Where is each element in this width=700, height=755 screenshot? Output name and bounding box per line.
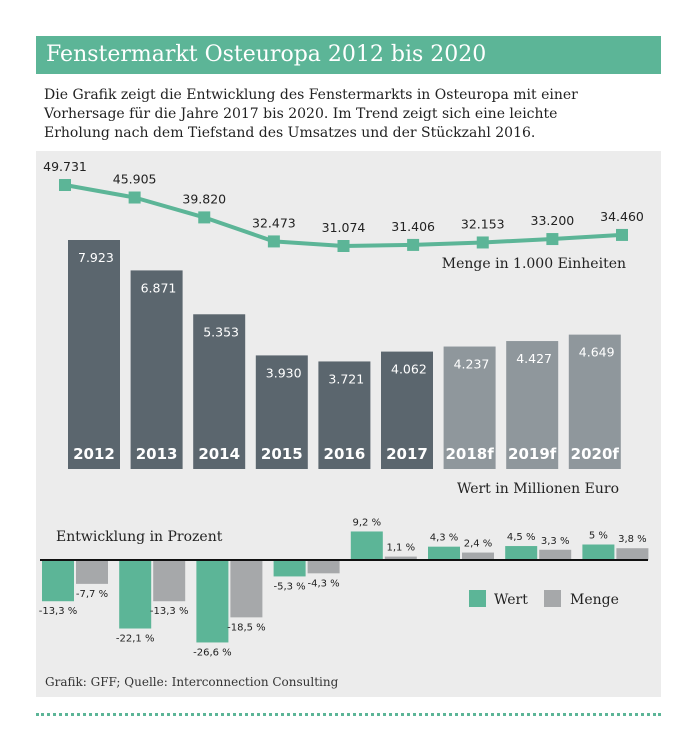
wert-percent-bar xyxy=(428,546,460,560)
wert-percent-bar xyxy=(582,544,615,560)
wert-percent-bar xyxy=(196,560,229,643)
value-bar xyxy=(68,240,120,469)
menge-percent-bar xyxy=(153,560,186,602)
line-point-marker xyxy=(407,238,420,251)
percent-value-label: 3,3 % xyxy=(541,536,570,547)
intro-line-2: Vorhersage für die Jahre 2017 bis 2020. … xyxy=(44,106,558,122)
line-value-label: 32.153 xyxy=(461,216,505,231)
legend-wert-label: Wert xyxy=(494,592,528,608)
bar-value-label: 4.237 xyxy=(454,357,490,372)
percent-value-label: 1,1 % xyxy=(387,543,416,554)
intro-text: Die Grafik zeigt die Entwicklung des Fen… xyxy=(44,86,644,143)
bar-year-label: 2020f xyxy=(571,445,620,463)
percent-value-label: 4,5 % xyxy=(507,532,536,543)
menge-percent-bar xyxy=(384,556,417,560)
legend-menge-label: Menge xyxy=(570,592,619,608)
value-bar xyxy=(506,341,559,469)
line-point-marker xyxy=(476,236,489,249)
percent-value-label: 2,4 % xyxy=(464,539,493,550)
bar-value-label: 5.353 xyxy=(203,324,239,339)
menge-percent-bar xyxy=(616,548,649,560)
line-point-marker xyxy=(198,211,211,224)
page-title: Fenstermarkt Osteuropa 2012 bis 2020 xyxy=(36,36,661,74)
menge-percent-bar xyxy=(230,560,263,618)
line-value-label: 39.820 xyxy=(182,191,226,206)
intro-line-1: Die Grafik zeigt die Entwicklung des Fen… xyxy=(44,87,578,103)
legend-wert-swatch xyxy=(469,590,486,607)
line-point-marker xyxy=(267,235,280,248)
percent-value-label: 5 % xyxy=(589,531,608,542)
wert-percent-bar xyxy=(505,546,538,560)
line-value-label: 45.905 xyxy=(113,172,157,187)
wert-percent-bar xyxy=(119,560,152,629)
menge-percent-bar xyxy=(462,552,494,560)
menge-percent-bar xyxy=(307,560,340,574)
bar-year-label: 2013 xyxy=(136,445,178,463)
value-bar xyxy=(255,355,308,469)
chart-canvas: 7.923 2012 6.871 2013 5.353 2014 3.930 2015 3.72… xyxy=(39,159,649,689)
line-point-marker xyxy=(546,233,559,246)
bar-value-label: 4.649 xyxy=(579,345,615,360)
bar-value-label: 3.721 xyxy=(328,371,364,386)
percent-value-label: -22,1 % xyxy=(116,634,155,645)
value-bar xyxy=(318,361,371,469)
line-value-label: 49.731 xyxy=(43,159,87,174)
percent-value-label: 4,3 % xyxy=(430,533,459,544)
wert-percent-bar xyxy=(273,560,306,577)
percent-value-label: -7,7 % xyxy=(76,589,108,600)
bar-year-label: 2012 xyxy=(73,445,115,463)
bar-value-label: 3.930 xyxy=(266,365,302,380)
percent-value-label: -4,3 % xyxy=(307,578,339,589)
percent-value-label: 9,2 % xyxy=(353,517,382,528)
line-value-label: 32.473 xyxy=(252,215,296,230)
bar-value-label: 4.427 xyxy=(516,351,552,366)
value-bar xyxy=(381,351,433,469)
menge-percent-bar xyxy=(76,560,108,584)
wert-percent-bar xyxy=(350,531,383,560)
percent-value-label: -26,6 % xyxy=(193,647,232,658)
line-value-label: 31.074 xyxy=(322,220,366,235)
value-bar xyxy=(130,270,183,469)
bar-year-label: 2019f xyxy=(508,445,557,463)
bar-value-label: 7.923 xyxy=(78,250,114,265)
line-point-marker xyxy=(59,179,71,191)
value-bar xyxy=(193,314,246,469)
chart-panel: 7.923 2012 6.871 2013 5.353 2014 3.930 2015 3.72… xyxy=(36,151,661,697)
bar-year-label: 2016 xyxy=(324,445,366,463)
bar-value-label: 4.062 xyxy=(391,362,427,377)
bar-year-label: 2015 xyxy=(261,445,303,463)
percent-chart-title: Entwicklung in Prozent xyxy=(56,529,223,545)
menge-percent-bar xyxy=(539,549,572,560)
line-point-marker xyxy=(337,240,350,252)
percent-value-label: -18,5 % xyxy=(227,622,266,633)
line-point-marker xyxy=(616,228,628,241)
line-value-label: 31.406 xyxy=(391,219,435,234)
bar-year-label: 2018f xyxy=(445,445,494,463)
bar-year-label: 2017 xyxy=(386,445,428,463)
line-value-label: 33.200 xyxy=(531,213,575,228)
line-series-label: Menge in 1.000 Einheiten xyxy=(442,256,626,272)
value-bar xyxy=(443,346,496,469)
bar-series-label: Wert in Millionen Euro xyxy=(457,481,619,497)
source-note: Grafik: GFF; Quelle: Interconnection Con… xyxy=(45,675,339,689)
legend-menge-swatch xyxy=(544,590,561,607)
percent-value-label: 3,8 % xyxy=(618,534,647,545)
intro-line-3: Erholung nach dem Tiefstand des Umsatzes… xyxy=(44,125,536,141)
percent-value-label: -13,3 % xyxy=(150,606,189,617)
footer-divider xyxy=(36,713,661,716)
percent-value-label: -13,3 % xyxy=(39,606,78,617)
bar-value-label: 6.871 xyxy=(141,280,177,295)
bar-year-label: 2014 xyxy=(198,445,240,463)
line-point-marker xyxy=(128,191,141,204)
wert-percent-bar xyxy=(42,560,74,602)
value-bar xyxy=(568,334,621,469)
percent-value-label: -5,3 % xyxy=(273,581,305,592)
line-value-label: 34.460 xyxy=(600,209,644,224)
